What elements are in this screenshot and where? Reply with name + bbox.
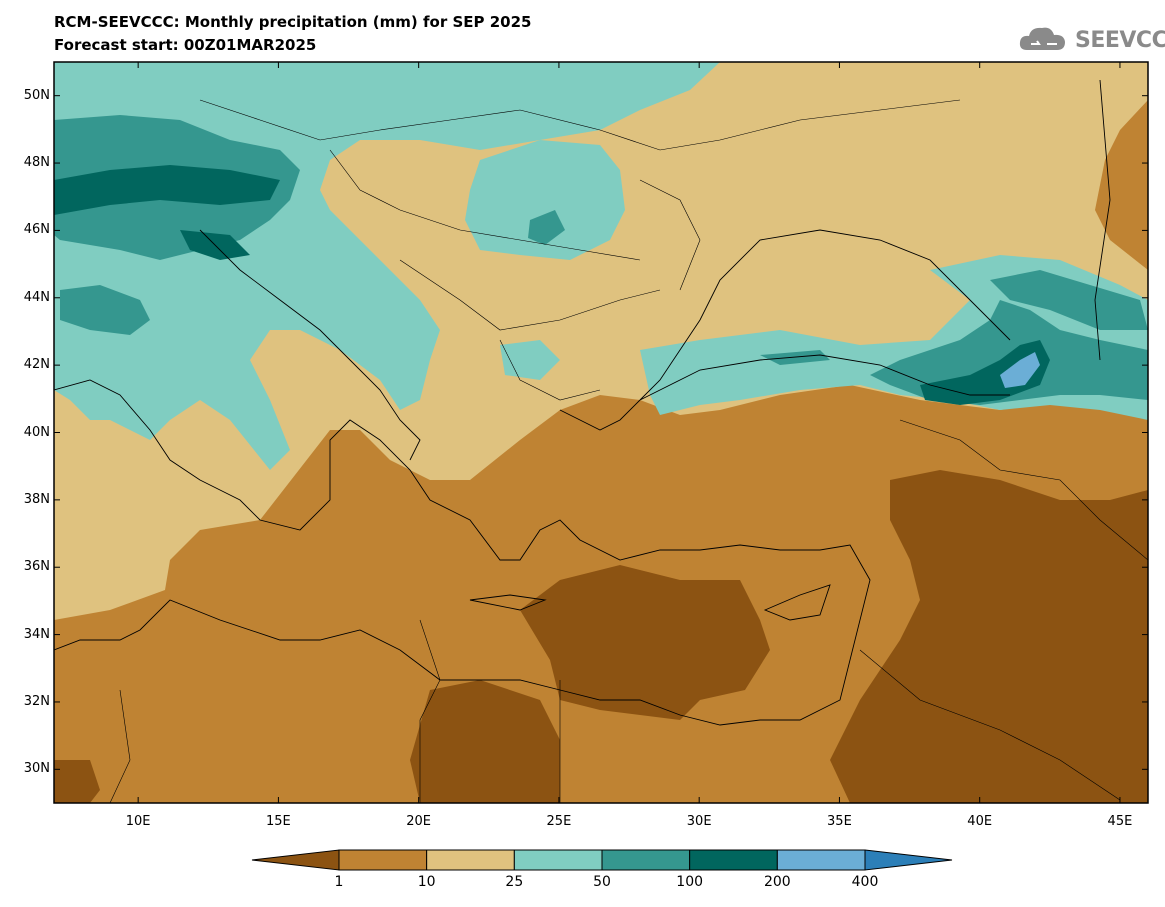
lat-tick-label: 44N xyxy=(23,289,50,305)
field-lt1-sw xyxy=(54,760,100,803)
forecast-start-label: Forecast start: 00Z01MAR2025 xyxy=(54,36,317,54)
lat-tick-label: 30N xyxy=(23,761,50,777)
lon-tick-label: 20E xyxy=(406,814,432,829)
colorbar-tick-label: 400 xyxy=(851,874,879,890)
field-50-100-caucasus xyxy=(870,300,1148,405)
cloud-icon xyxy=(1019,27,1065,50)
coastlines xyxy=(54,79,1111,726)
colorbar-tick-label: 10 xyxy=(417,874,436,890)
colorbar-segment xyxy=(513,849,603,871)
field-50-100-italy xyxy=(60,285,150,335)
colorbar-tick-label: 1 xyxy=(334,874,344,890)
colorbar-segment xyxy=(601,849,691,871)
field-25-50-carpathian xyxy=(465,140,625,260)
colorbar xyxy=(251,849,953,871)
lat-tick-label: 42N xyxy=(23,357,50,373)
field-100-200-caucasus xyxy=(920,340,1050,405)
colorbar-segment xyxy=(338,849,428,871)
lat-tick-label: 46N xyxy=(23,222,50,238)
lat-tick-label: 50N xyxy=(23,87,50,103)
colorbar-min-arrow xyxy=(251,849,340,871)
field-50-100-carp xyxy=(528,210,565,245)
lat-tick-label: 40N xyxy=(23,424,50,440)
lon-tick-label: 45E xyxy=(1107,814,1133,829)
map-title: RCM-SEEVCCC: Monthly precipitation (mm) … xyxy=(54,13,532,31)
colorbar-tick-label: 50 xyxy=(593,874,611,890)
field-lt1-libya xyxy=(410,680,560,803)
field-100-200-alps xyxy=(54,165,280,215)
field-lt1-mideast xyxy=(830,470,1148,803)
colorbar-segment xyxy=(776,849,866,871)
map-field xyxy=(54,62,1148,803)
colorbar-segment xyxy=(689,849,778,871)
colorbar-tick-label: 25 xyxy=(505,874,524,890)
lon-tick-label: 10E xyxy=(125,814,151,829)
lon-tick-label: 40E xyxy=(967,814,993,829)
field-50-100-caucasus-n xyxy=(990,270,1148,330)
logo-text: SEEVCCC xyxy=(1075,28,1165,53)
lat-tick-label: 32N xyxy=(23,693,50,709)
lon-tick-label: 25E xyxy=(546,814,572,829)
field-1-10-ne xyxy=(1095,100,1148,270)
colorbar-max-arrow xyxy=(864,849,953,871)
lat-tick-label: 34N xyxy=(23,626,50,642)
seevccc-logo: SEEVCCC xyxy=(1017,22,1165,56)
lat-tick-label: 36N xyxy=(23,559,50,575)
colorbar-tick-label: 100 xyxy=(676,874,704,890)
lon-tick-label: 30E xyxy=(686,814,712,829)
lat-tick-label: 48N xyxy=(23,155,50,171)
field-200-400-caucasus xyxy=(1000,352,1040,388)
field-lt1-levant xyxy=(520,565,770,720)
country-borders xyxy=(109,99,1148,803)
axis-ticks xyxy=(54,62,1148,803)
colorbar-segment xyxy=(426,849,515,871)
lon-tick-label: 35E xyxy=(827,814,852,829)
lat-tick-label: 38N xyxy=(23,491,50,507)
colorbar-tick-label: 200 xyxy=(763,874,791,890)
lon-tick-label: 15E xyxy=(266,814,291,829)
